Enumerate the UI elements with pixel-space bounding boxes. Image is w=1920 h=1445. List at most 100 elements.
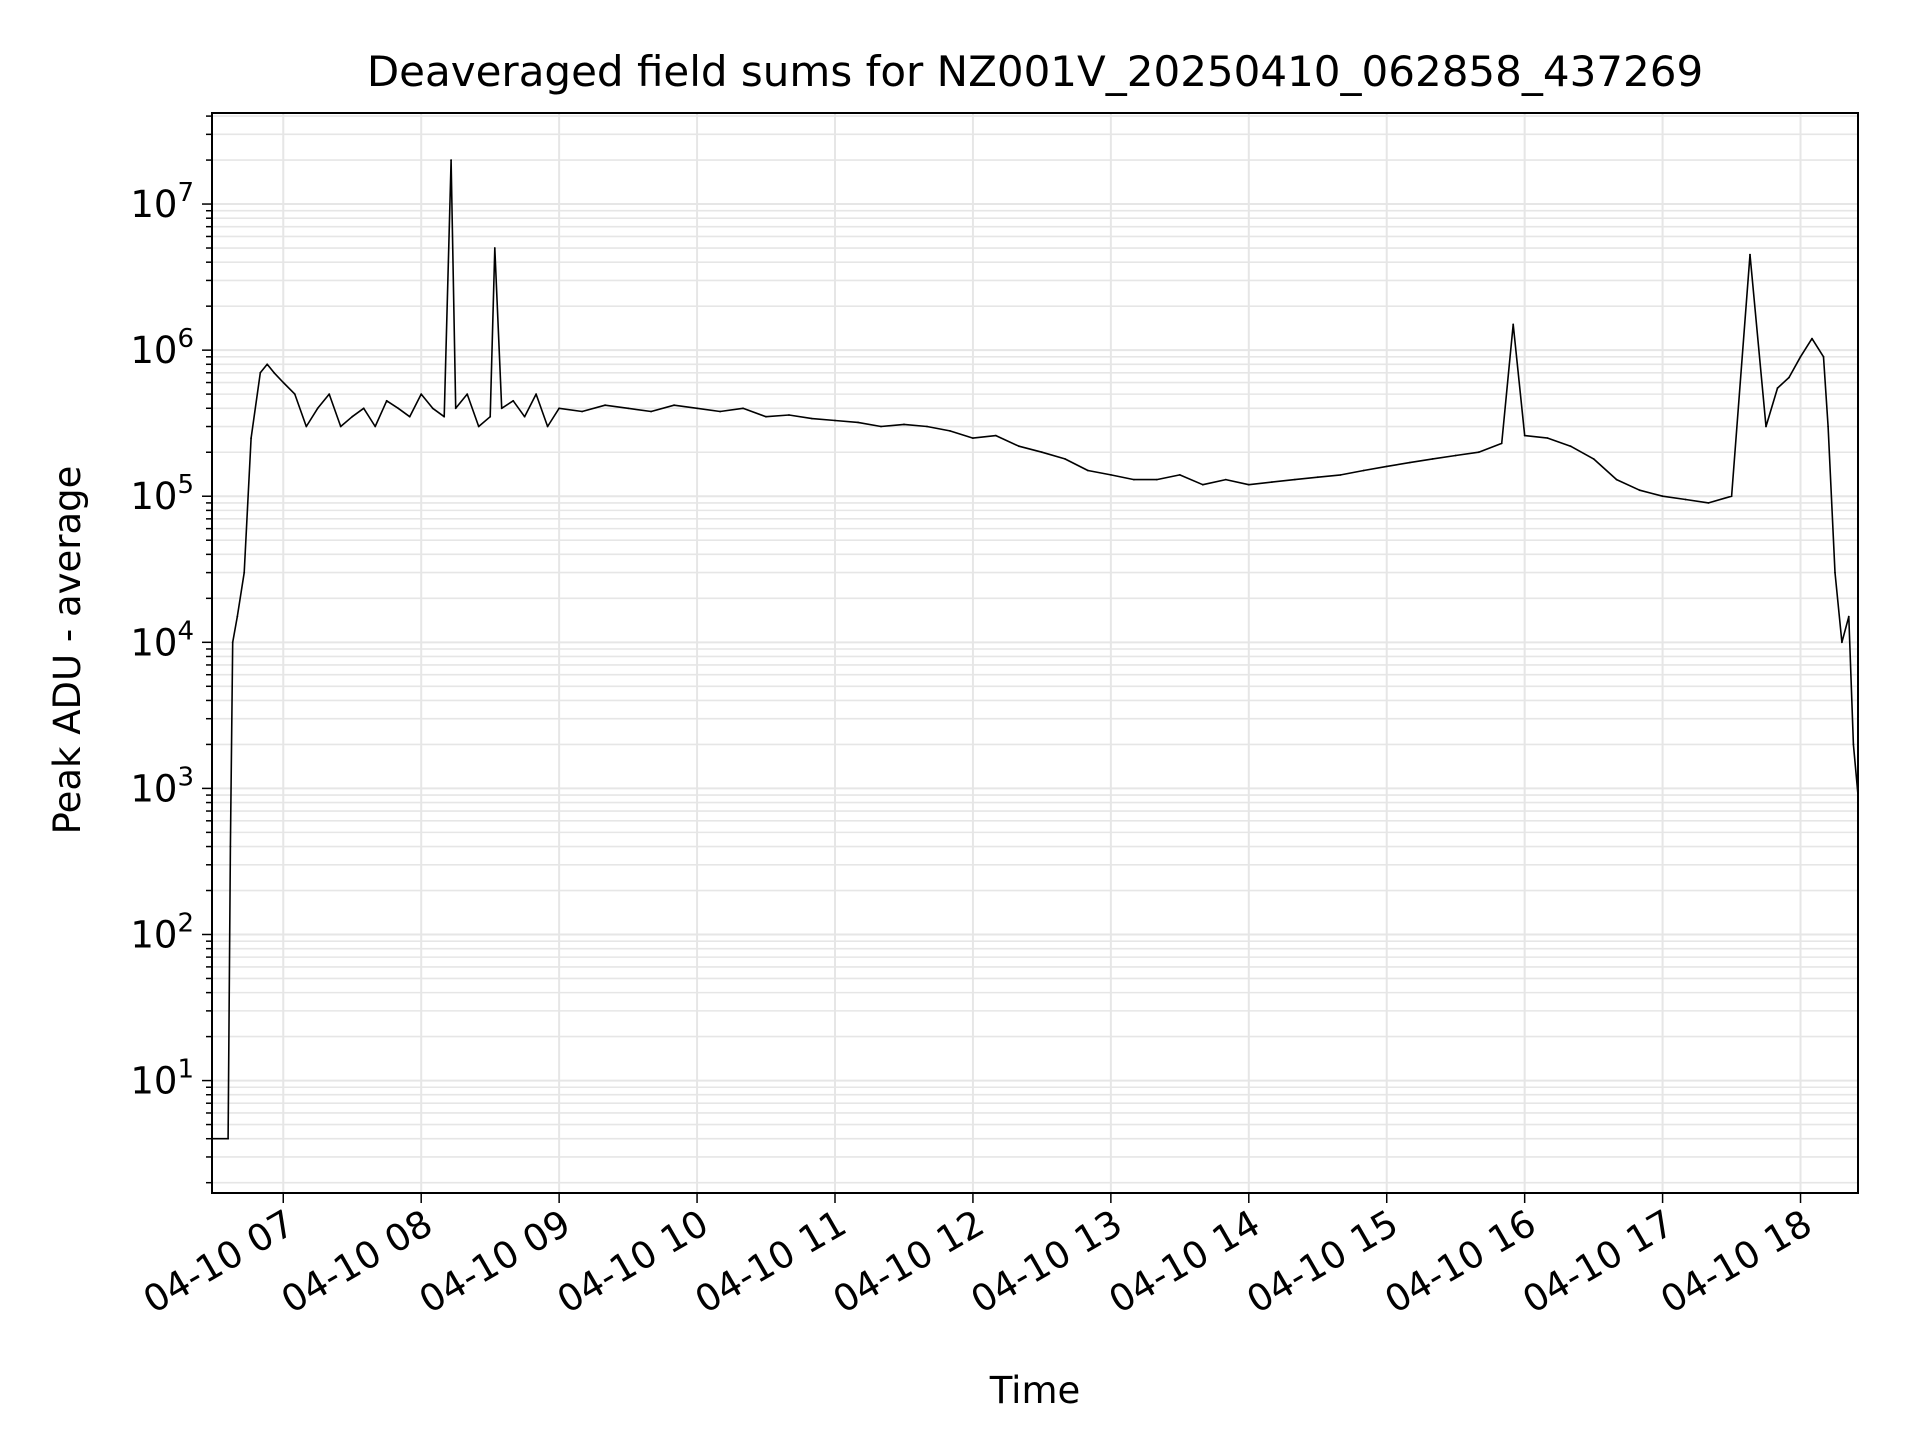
data-point (1385, 465, 1388, 468)
data-point (1477, 451, 1480, 454)
y-tick-label: 101 (130, 1055, 194, 1103)
data-point (1316, 476, 1319, 479)
data-point (1339, 474, 1342, 476)
data-point (1110, 474, 1112, 476)
data-point (742, 407, 744, 410)
data-point (1661, 495, 1664, 498)
data-point (765, 415, 767, 418)
plot-frame (211, 112, 1859, 1194)
y-tick-label: 104 (130, 616, 194, 664)
data-point (673, 404, 675, 407)
data-point (1847, 615, 1850, 618)
data-point (1041, 451, 1043, 454)
data-point (477, 425, 480, 428)
data-point (374, 425, 377, 428)
data-point (1834, 571, 1836, 574)
data-point (1454, 454, 1457, 457)
data-point (857, 421, 859, 424)
y-axis-label: Peak ADU - average (46, 466, 89, 835)
y-tick-exponent: 1 (177, 1055, 194, 1085)
data-point (903, 423, 905, 426)
data-point (650, 410, 652, 413)
data-point (696, 407, 698, 410)
y-tick-label: 106 (130, 324, 194, 372)
data-point (1615, 478, 1618, 481)
data-point (316, 407, 319, 410)
data-point (995, 434, 997, 437)
data-point (1064, 458, 1066, 460)
data-point (1684, 498, 1687, 501)
y-tick-exponent: 7 (177, 178, 194, 208)
data-point (604, 404, 606, 407)
y-tick-exponent: 5 (177, 470, 194, 500)
data-point (1592, 458, 1595, 460)
data-point (1546, 437, 1549, 439)
data-point (1500, 442, 1503, 445)
data-point (293, 393, 296, 395)
data-point (1811, 337, 1813, 340)
data-point (1638, 489, 1641, 492)
data-point (443, 415, 446, 418)
data-point (431, 407, 434, 410)
y-tick-exponent: 6 (177, 324, 194, 354)
y-tick-base: 10 (130, 621, 177, 664)
y-tick-label: 105 (130, 470, 194, 518)
data-point (581, 410, 583, 413)
data-point (362, 407, 365, 410)
data-point (266, 363, 269, 366)
y-tick-base: 10 (130, 183, 177, 226)
data-point (949, 430, 951, 432)
data-point (719, 410, 721, 413)
data-point (880, 425, 882, 428)
data-point (493, 247, 496, 249)
data-point (1852, 743, 1855, 746)
data-point (450, 159, 452, 162)
grid-layer (212, 113, 1858, 1193)
data-point (535, 393, 537, 395)
data-point (1155, 478, 1158, 481)
data-point (1569, 445, 1572, 448)
data-point (512, 399, 515, 402)
data-point (1822, 355, 1825, 358)
data-point (972, 437, 974, 439)
data-point (1523, 434, 1526, 437)
y-tick-base: 10 (130, 475, 177, 518)
x-axis-label: Time (989, 1369, 1081, 1412)
data-point (558, 407, 560, 410)
data-point (1408, 461, 1411, 464)
data-point (500, 407, 503, 410)
data-point (1841, 641, 1843, 644)
data-point (1512, 323, 1515, 326)
data-point (1827, 425, 1829, 428)
y-tick-base: 10 (130, 767, 177, 810)
data-point (1087, 469, 1089, 472)
data-point (627, 407, 629, 410)
data-point (1178, 474, 1181, 476)
data-point (339, 425, 342, 428)
data-point (1018, 445, 1020, 448)
data-point (1293, 478, 1296, 481)
chart-title: Deaveraged field sums for NZ001V_2025041… (367, 47, 1703, 96)
data-point (1362, 469, 1365, 472)
data-point (1749, 253, 1751, 256)
data-point (385, 399, 388, 402)
data-point (236, 615, 239, 618)
data-point (926, 425, 928, 428)
data-point (259, 371, 262, 374)
data-point (1707, 502, 1710, 504)
y-tick-exponent: 3 (177, 762, 194, 792)
y-tick-label: 102 (130, 908, 194, 956)
data-point (546, 425, 549, 428)
data-point (1730, 495, 1733, 498)
y-tick-base: 10 (130, 913, 177, 956)
data-point (250, 437, 253, 439)
y-tick-exponent: 2 (177, 908, 194, 938)
data-point (351, 415, 354, 418)
data-point (1776, 387, 1779, 389)
data-point (231, 641, 234, 644)
data-point (788, 414, 790, 416)
data-point (1431, 458, 1434, 460)
data-point (273, 371, 275, 374)
